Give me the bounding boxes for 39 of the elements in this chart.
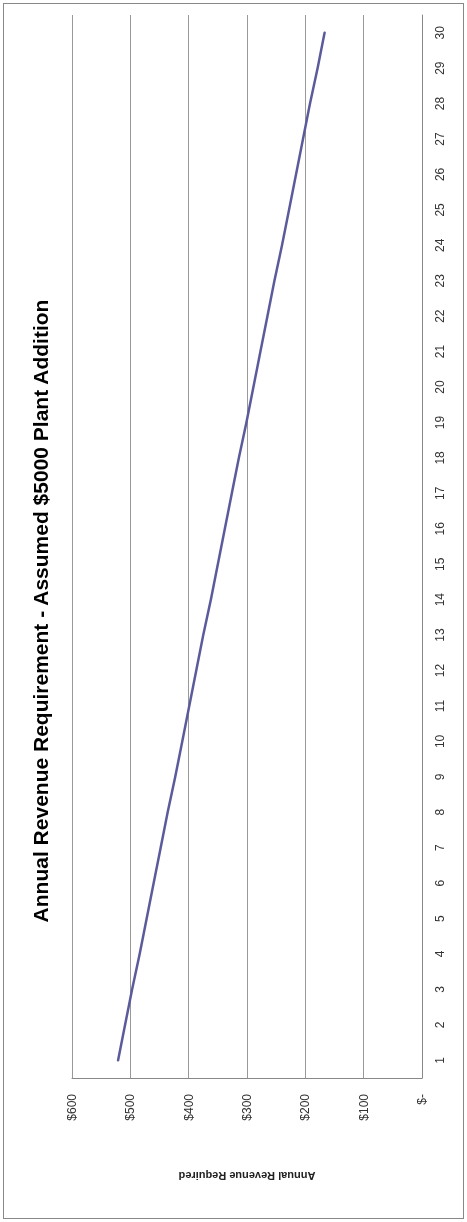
y-tick-label: 18	[433, 450, 447, 465]
y-tick-label: 21	[433, 344, 447, 359]
y-tick-label: 10	[433, 734, 447, 749]
y-tick-label: 1	[433, 1056, 447, 1064]
y-tick-label: 15	[433, 557, 447, 571]
y-tick-label: 25	[433, 202, 447, 217]
x-tick-label: $300	[240, 1093, 254, 1121]
y-tick-label: 30	[433, 25, 447, 40]
y-tick-label: 29	[433, 61, 447, 75]
y-tick-label: 16	[433, 521, 447, 536]
y-tick-label: 20	[433, 380, 447, 394]
y-tick-label: 11	[433, 699, 447, 713]
y-tick-label: 5	[433, 914, 447, 922]
text: Annual Revenue Requirement - Assumed $5000 Plant Addition	[28, 299, 52, 923]
y-tick-label: 22	[433, 309, 447, 323]
x-tick-label: $200	[298, 1093, 313, 1121]
y-tick-label: 7	[433, 844, 447, 852]
y-tick-label: 12	[433, 663, 447, 678]
x-tick-label: $500	[123, 1093, 138, 1121]
y-tick-label: 4	[433, 950, 447, 958]
y-tick-label: 13	[433, 628, 447, 642]
y-tick-label: 2	[433, 1021, 447, 1029]
y-tick-label: 3	[433, 985, 447, 993]
x-axis-title: Annual Revenue Required	[178, 1169, 316, 1182]
x-tick-label: $600	[65, 1093, 79, 1121]
y-tick-label: 8	[433, 808, 447, 816]
y-tick-label: 28	[433, 96, 447, 111]
x-tick-label: $400	[181, 1093, 196, 1121]
x-tick-label: $100	[356, 1093, 371, 1121]
y-tick-label: 24	[433, 238, 447, 252]
y-tick-label: 23	[433, 273, 447, 288]
x-tick-label: $-	[415, 1094, 429, 1105]
y-tick-label: 19	[433, 415, 447, 430]
y-tick-label: 9	[433, 773, 447, 781]
y-tick-label: 27	[433, 132, 447, 146]
y-tick-label: 17	[433, 486, 447, 501]
y-tick-label: 14	[433, 592, 447, 607]
y-tick-label: 6	[433, 879, 447, 887]
y-tick-label: 26	[433, 167, 447, 182]
